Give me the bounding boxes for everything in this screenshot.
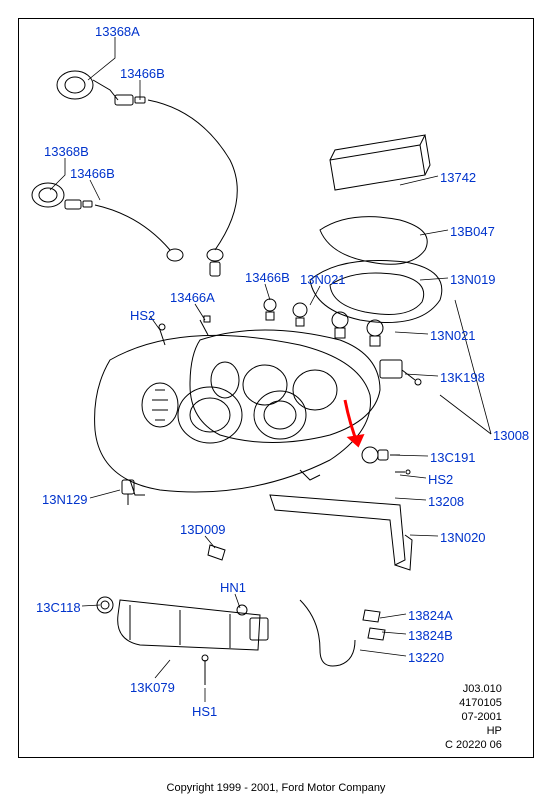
part-label-13466B-2[interactable]: 13466B [70,166,115,181]
callout-line [410,535,438,536]
callout-line [400,475,426,478]
callout-line [205,536,215,548]
part-label-HN1[interactable]: HN1 [220,580,246,595]
part-label-13N020[interactable]: 13N020 [440,530,486,545]
callout-line [235,594,240,608]
callout-line [265,284,270,300]
callout-line [90,180,100,200]
info-line: HP [445,724,502,738]
callout-line [360,650,406,656]
callout-line [395,498,426,500]
callout-line [420,230,448,235]
drawing-info: J03.010417010507-2001HPC 20220 06 [445,682,502,752]
callout-line [455,300,491,434]
part-label-13742[interactable]: 13742 [440,170,476,185]
copyright-label: Copyright 1999 - 2001, Ford Motor Compan… [167,782,386,794]
part-label-13466B-3[interactable]: 13466B [245,270,290,285]
part-label-13008[interactable]: 13008 [493,428,529,443]
callout-line [88,37,115,80]
callout-line [390,455,428,456]
part-label-HS2-2[interactable]: HS2 [428,472,453,487]
callout-line [50,158,65,190]
part-label-13824B[interactable]: 13824B [408,628,453,643]
callout-line [395,332,428,334]
part-label-13208[interactable]: 13208 [428,494,464,509]
callout-line [82,605,100,606]
part-label-13N019[interactable]: 13N019 [450,272,496,287]
part-label-13220[interactable]: 13220 [408,650,444,665]
part-label-HS2-1[interactable]: HS2 [130,308,155,323]
copyright-text: Copyright 1999 - 2001, Ford Motor Compan… [0,782,552,794]
part-label-13368A[interactable]: 13368A [95,24,140,39]
info-line: 4170105 [445,696,502,710]
part-label-13824A[interactable]: 13824A [408,608,453,623]
callout-line [400,176,438,185]
part-label-13C191[interactable]: 13C191 [430,450,476,465]
callout-line [420,278,448,280]
callout-line [90,490,120,498]
callout-line [405,374,438,376]
part-label-13368B[interactable]: 13368B [44,144,89,159]
part-label-13D009[interactable]: 13D009 [180,522,226,537]
part-label-13466B-1[interactable]: 13466B [120,66,165,81]
part-label-13B047[interactable]: 13B047 [450,224,495,239]
callout-line [380,614,406,618]
callout-line [440,395,491,434]
part-label-13K079[interactable]: 13K079 [130,680,175,695]
part-label-13K198[interactable]: 13K198 [440,370,485,385]
callout-line [382,632,406,634]
callout-line [310,286,320,305]
part-label-13466A[interactable]: 13466A [170,290,215,305]
part-label-13N129[interactable]: 13N129 [42,492,88,507]
callout-line [155,660,170,678]
info-line: J03.010 [445,682,502,696]
part-label-HS1[interactable]: HS1 [192,704,217,719]
callout-line [195,304,205,320]
info-line: 07-2001 [445,710,502,724]
part-label-13N021-1[interactable]: 13N021 [300,272,346,287]
part-label-13N021-2[interactable]: 13N021 [430,328,476,343]
info-line: C 20220 06 [445,738,502,752]
part-label-13C118[interactable]: 13C118 [36,600,81,615]
